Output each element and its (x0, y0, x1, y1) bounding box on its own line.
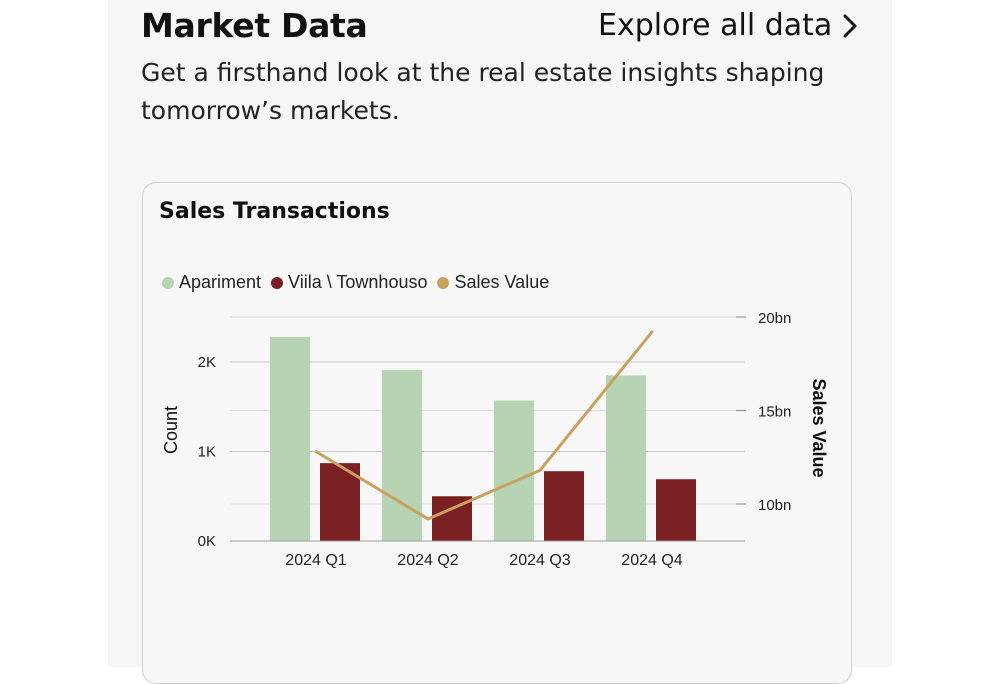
sales-transactions-chart: 0K 1K 2K 10bn 15bn 20bn Count Sales Value 2024 Q… (0, 0, 1000, 667)
y-tick-label: 0K (198, 533, 216, 550)
x-tick-label: 2024 Q4 (621, 552, 682, 569)
bar-apartment (382, 370, 422, 541)
bar-apartment (494, 400, 534, 541)
bar-apartment (270, 337, 310, 541)
x-tick-label: 2024 Q2 (397, 552, 458, 569)
x-tick-label: 2024 Q1 (285, 552, 346, 569)
sales-value-line (316, 332, 652, 519)
y2-tick-label: 15bn (758, 404, 791, 421)
y2-axis-title: Sales Value (809, 378, 829, 477)
bar-apartment (606, 375, 646, 541)
bar-villa-townhouse (656, 479, 696, 541)
y-axis-title: Count (161, 406, 181, 454)
y-tick-label: 1K (198, 444, 216, 461)
bar-villa-townhouse (544, 471, 584, 541)
y2-tick-label: 20bn (758, 310, 791, 327)
y2-tick-label: 10bn (758, 497, 791, 514)
y-tick-label: 2K (198, 354, 216, 371)
x-tick-label: 2024 Q3 (509, 552, 570, 569)
